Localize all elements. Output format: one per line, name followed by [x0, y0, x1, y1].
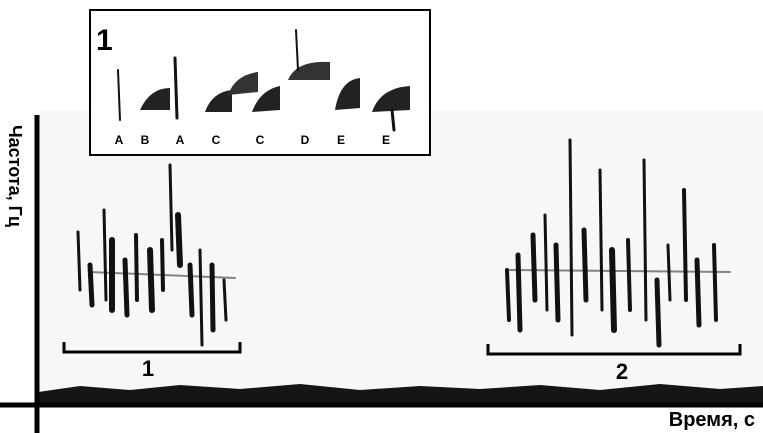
bracket-2	[486, 344, 742, 356]
x-axis-label: Время, с	[669, 409, 755, 431]
syllable-label: B	[141, 133, 150, 147]
inset-label: 1	[96, 24, 113, 57]
inset-box	[89, 9, 431, 156]
segment-label: 2	[616, 359, 628, 384]
syllable-label: A	[176, 133, 185, 147]
syllable-label: C	[212, 133, 221, 147]
syllable-label: D	[301, 133, 310, 147]
noise-band	[38, 384, 763, 404]
bracket-1	[62, 342, 242, 354]
spectrogram-segment-1	[76, 163, 236, 347]
syllable-label: E	[337, 133, 345, 147]
segment-label: 1	[142, 356, 154, 381]
inset-spectrogram	[117, 29, 410, 132]
spectrogram-segment-2	[505, 138, 731, 348]
syllable-label: A	[115, 133, 124, 147]
syllable-label: C	[256, 133, 265, 147]
syllable-label: E	[382, 133, 390, 147]
y-axis-label: Частота, Гц	[5, 125, 25, 227]
